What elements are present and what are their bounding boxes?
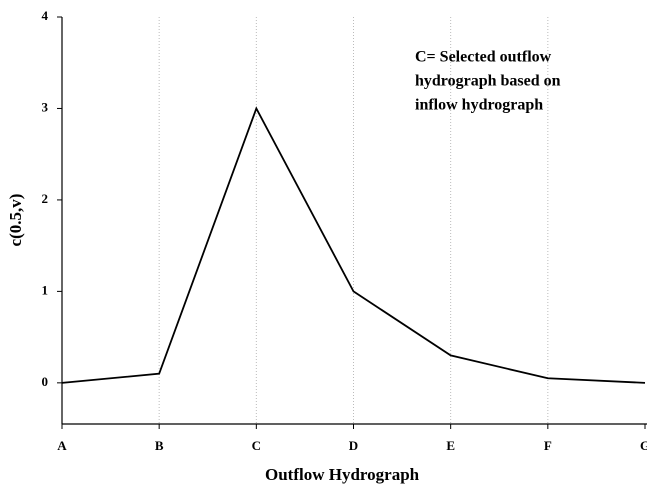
y-tick-label: 2 [42,191,49,206]
y-tick-label: 4 [42,8,49,23]
x-tick-label: B [155,438,164,453]
y-tick-label: 0 [42,374,49,389]
data-line [61,106,646,384]
annotation: hydrograph based on [415,73,561,90]
annotation: inflow hydrograph [415,97,543,114]
x-axis-title: Outflow Hydrograph [265,465,420,484]
x-tick-label: A [57,438,67,453]
y-tick-label: 1 [42,282,49,297]
x-tick-label: G [640,438,647,453]
y-axis-title: c(0.5,v) [6,194,25,247]
x-tick-label: F [544,438,552,453]
x-tick-label: D [349,438,358,453]
y-tick-label: 3 [42,99,49,114]
x-tick-label: C [252,438,261,453]
annotation: C= Selected outflow [415,49,552,66]
x-tick-label: E [446,438,455,453]
